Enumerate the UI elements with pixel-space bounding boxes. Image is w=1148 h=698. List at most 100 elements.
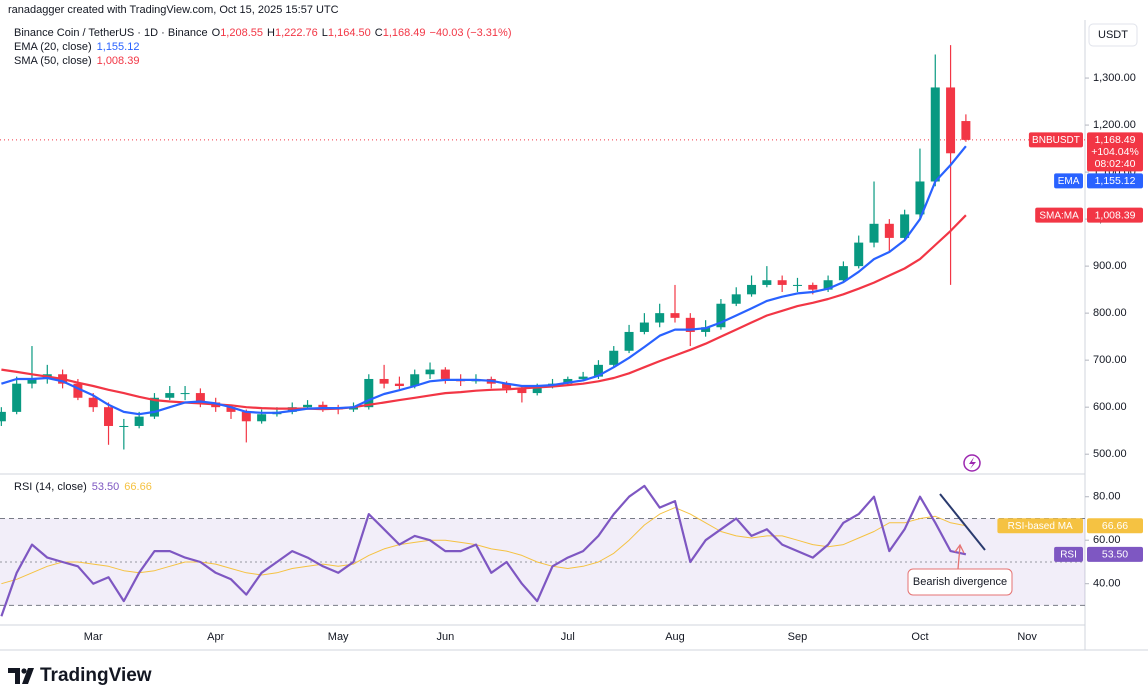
candle-body — [318, 404, 328, 408]
currency-box — [1088, 23, 1138, 47]
event-icon[interactable] — [963, 454, 981, 472]
legend-name: RSI (14, close) — [14, 481, 87, 493]
badge-name-box — [997, 518, 1083, 534]
candle-body — [838, 266, 848, 281]
candle-body — [502, 383, 512, 389]
candle-body — [624, 331, 634, 351]
x-tick-label: Sep — [788, 631, 808, 643]
candle-body — [425, 369, 435, 375]
candle-body — [119, 425, 129, 427]
badge-name: RSI — [1060, 549, 1077, 560]
legend-name: SMA (50, close) — [14, 55, 92, 67]
candle-body — [149, 397, 159, 417]
currency: USDT — [1098, 29, 1128, 41]
logo-shape — [22, 668, 34, 684]
candle-body — [532, 386, 542, 394]
candle-body — [639, 322, 649, 332]
candle-body — [701, 327, 711, 332]
badge-value: 1,008.39 — [1095, 209, 1136, 221]
ohlc-key: O — [212, 27, 221, 39]
legend-entry: EMA (20, close) 1,155.12 — [14, 41, 139, 53]
ohlc-value: 1,168.49 — [383, 27, 426, 39]
badge-line: 08:02:40 — [1095, 158, 1136, 170]
candle-body — [792, 284, 802, 286]
candle-body — [394, 383, 404, 387]
y-tick-label: 700.00 — [1093, 354, 1127, 366]
badge-name-box — [1054, 546, 1083, 562]
y-tick-label: 500.00 — [1093, 448, 1127, 460]
candle-body — [747, 284, 757, 295]
logo-shape — [8, 668, 20, 684]
legend-symbol: Binance Coin / TetherUS · 1D · Binance O1… — [14, 27, 511, 39]
ohlc-value: 1,208.55 — [220, 27, 263, 39]
badge-name-box — [1054, 173, 1083, 189]
annotation-arrow — [957, 545, 961, 570]
annotation-arrowhead — [954, 543, 965, 554]
legend-entry: SMA (50, close) 1,008.39 — [14, 55, 139, 67]
series-line — [1, 214, 967, 411]
event-icon-bolt — [969, 457, 976, 469]
candle-body — [379, 378, 389, 384]
badge-line: +104.04% — [1091, 146, 1139, 158]
candle-body — [195, 393, 205, 403]
logo-icon — [8, 668, 34, 684]
candle-body — [823, 280, 833, 290]
candle-body — [226, 407, 236, 412]
legend-name: EMA (20, close) — [14, 41, 92, 53]
candle-body — [410, 374, 420, 387]
candle-body — [685, 317, 695, 332]
legend-entry: RSI (14, close) 53.50 66.66 — [14, 481, 152, 493]
badge-value: 1,168.49 — [1095, 134, 1136, 146]
legend-value: 53.50 — [92, 481, 120, 493]
badge-value-box — [1087, 173, 1143, 189]
candle-body — [670, 313, 680, 318]
candle-body — [165, 393, 175, 398]
y-tick-label: 900.00 — [1093, 260, 1127, 272]
legend-value: 1,155.12 — [97, 41, 140, 53]
x-tick-label: Apr — [207, 631, 224, 643]
x-tick-label: Oct — [911, 631, 928, 643]
candle-body — [73, 383, 83, 398]
series-line — [1, 507, 966, 585]
candle-body — [946, 87, 956, 154]
x-tick-label: Jul — [561, 631, 575, 643]
candle-body — [348, 407, 358, 410]
candle-body — [563, 378, 573, 384]
candle-body — [257, 414, 267, 422]
candle-body — [961, 121, 971, 140]
badge-value: 1,155.12 — [1095, 175, 1136, 187]
credit: ranadagger created with TradingView.com,… — [8, 4, 339, 16]
candle-body — [731, 294, 741, 304]
annotation-text: Bearish divergence — [913, 576, 1007, 588]
y-tick-label: 600.00 — [1093, 401, 1127, 413]
ohlc-key: C — [375, 27, 383, 39]
candle-body — [12, 383, 22, 412]
ohlc-key: L — [322, 27, 328, 39]
candle-body — [440, 369, 450, 379]
y-tick-label: 60.00 — [1093, 534, 1121, 546]
badge-name: SMA:MA — [1039, 210, 1079, 221]
y-tick-label: 40.00 — [1093, 578, 1121, 590]
legend-value: 1,008.39 — [97, 55, 140, 67]
x-tick-label: Mar — [84, 631, 103, 643]
ohlc-value: 1,164.50 — [328, 27, 371, 39]
candle-body — [517, 388, 527, 394]
candle-body — [303, 404, 313, 408]
x-tick-label: Aug — [665, 631, 685, 643]
candle-body — [27, 378, 37, 384]
candle-body — [180, 393, 190, 395]
candle-body — [915, 181, 925, 215]
badge-value: 66.66 — [1102, 520, 1128, 532]
candle-body — [364, 378, 374, 408]
symbol: Binance Coin / TetherUS · 1D · Binance — [14, 27, 208, 39]
candle-body — [854, 242, 864, 267]
candle-body — [716, 303, 726, 328]
x-tick-label: Jun — [436, 631, 454, 643]
badge-name: EMA — [1058, 176, 1080, 187]
badge-value-box — [1087, 132, 1143, 172]
candle-body — [88, 397, 98, 408]
candle-body — [593, 364, 603, 377]
divergence-trendline — [939, 493, 986, 551]
y-tick-label: 1,300.00 — [1093, 72, 1136, 84]
candle-body — [609, 350, 619, 365]
